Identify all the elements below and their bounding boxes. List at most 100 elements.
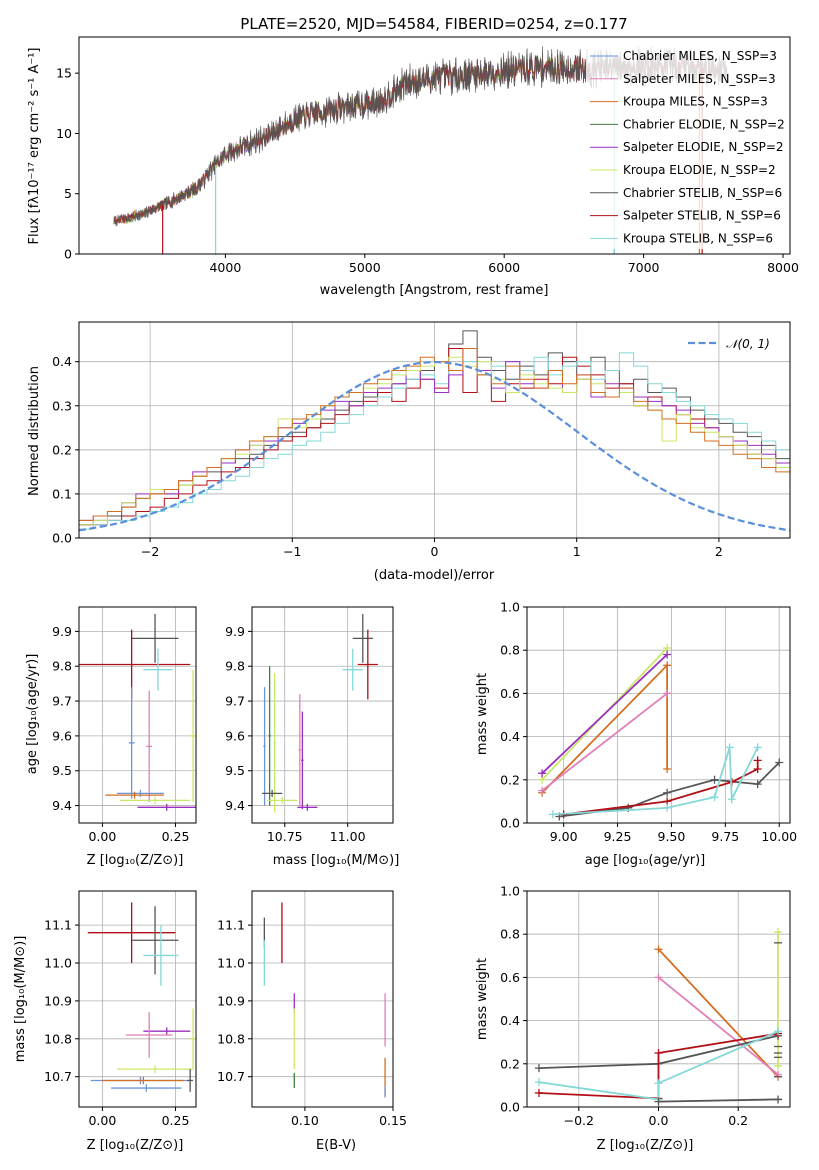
y-tick-label: 9.5 <box>52 763 72 778</box>
residuals-xlabel: (data-model)/error <box>374 568 495 583</box>
legend-entry-salpeter_elodie: Salpeter ELODIE, N_SSP=2 <box>623 140 784 154</box>
ageM-xlabel: mass [log₁₀(M/M⊙)] <box>273 853 400 868</box>
legend-entry-kroupa_miles: Kroupa MILES, N_SSP=3 <box>623 95 768 109</box>
y-tick-label: 10 <box>56 126 72 141</box>
y-tick-label: 1.0 <box>500 600 520 615</box>
weight-marker-chabrier_stelib <box>663 788 672 797</box>
spectrum-legend: Chabrier MILES, N_SSP=3 Salpeter MILES, N… <box>586 43 785 249</box>
age-vs-Z-panel: Z [log₁₀(Z/Z⊙)] age [log₁₀(age/yr)] 0.00… <box>25 606 197 868</box>
age-vs-mass-panel: mass [log₁₀(M/M⊙)] 10.75 11.00 9.4 9.5 9.6 9.… <box>225 606 400 868</box>
legend-entry-salpeter_miles: Salpeter MILES, N_SSP=3 <box>623 72 776 86</box>
weight-line-chabrier_stelib <box>658 1098 779 1103</box>
weight-marker-salpeter_stelib <box>534 1088 543 1097</box>
ageZ-ylabel: age [log₁₀(age/yr)] <box>25 654 40 775</box>
weight-line-chabrier_stelib <box>559 761 780 818</box>
y-tick-label: 11.0 <box>217 956 245 971</box>
y-tick-label: 10.9 <box>44 993 72 1008</box>
y-tick-label: 0.4 <box>500 1013 520 1028</box>
y-tick-label: 11.1 <box>44 918 72 933</box>
y-tick-label: 0.4 <box>500 729 520 744</box>
y-tick-label: 9.5 <box>225 763 245 778</box>
axes-frame <box>526 606 791 824</box>
weight-marker-salpeter_elodie <box>538 769 547 778</box>
errorbar-group <box>263 902 386 1098</box>
massZ-xlabel: Z [log₁₀(Z/Z⊙)] <box>87 1138 184 1153</box>
weight-vs-Z-panel: Z [log₁₀(Z/Z⊙)] mass weight −0.2 0.0 0.2 0.… <box>475 884 791 1153</box>
histogram-kroupa_miles <box>79 347 790 521</box>
x-tick-label: 0.00 <box>88 1113 116 1128</box>
y-tick-label: 0.1 <box>52 486 72 501</box>
weight-line-kroupa_miles <box>657 948 779 1078</box>
weight-marker-salpeter_miles <box>654 973 663 982</box>
x-tick-label: 9.50 <box>658 829 686 844</box>
wAge-xlabel: age [log₁₀(age/yr)] <box>585 853 706 868</box>
y-tick-label: 9.7 <box>52 694 72 709</box>
axes-frame <box>251 890 394 1108</box>
y-tick-label: 9.9 <box>225 624 245 639</box>
massZ-ylabel: mass [log₁₀(M/M⊙)] <box>13 936 28 1063</box>
x-tick-label: 6000 <box>488 260 520 275</box>
legend-entry-normal: 𝒩(0, 1) <box>726 337 770 351</box>
x-tick-label: 0.15 <box>379 1113 407 1128</box>
weight-marker-chabrier_stelib <box>710 775 719 784</box>
spectrum-ylabel: Flux [fλ10⁻¹⁷ erg cm⁻² s⁻¹ A⁻¹] <box>27 48 42 245</box>
x-tick-label: 11.00 <box>330 829 366 844</box>
y-tick-label: 0.2 <box>52 442 72 457</box>
x-tick-label: −2 <box>141 544 159 559</box>
weight-marker-chabrier_stelib <box>534 1064 543 1073</box>
errorbar-group <box>262 613 378 813</box>
errorbar-group <box>87 902 196 1092</box>
y-tick-label: 10.7 <box>217 1069 245 1084</box>
y-tick-label: 9.8 <box>52 659 72 674</box>
y-tick-label: 0.3 <box>52 398 72 413</box>
weight-marker-kroupa_stelib <box>725 743 734 752</box>
y-tick-label: 9.8 <box>225 659 245 674</box>
mass-vs-Z-panel: Z [log₁₀(Z/Z⊙)] mass [log₁₀(M/M⊙)] 0.00 0… <box>13 890 197 1153</box>
y-tick-label: 10.8 <box>217 1031 245 1046</box>
x-tick-label: 0 <box>431 544 439 559</box>
weight-line-kroupa_stelib <box>538 1030 779 1101</box>
weight-marker-salpeter_stelib <box>654 1049 663 1057</box>
y-tick-label: 0.0 <box>500 1100 520 1115</box>
legend-entry-chabrier_stelib: Chabrier STELIB, N_SSP=6 <box>623 186 782 200</box>
weight-marker-chabrier_stelib <box>753 780 762 789</box>
weight-marker-kroupa_stelib <box>710 793 719 802</box>
residuals-ylabel: Normed distribution <box>27 366 42 496</box>
legend-entry-chabrier_miles: Chabrier MILES, N_SSP=3 <box>623 49 777 63</box>
x-tick-label: 0.00 <box>88 829 116 844</box>
y-tick-label: 0.2 <box>500 772 520 787</box>
weight-lines-group <box>538 644 784 821</box>
x-tick-label: 0.25 <box>162 829 190 844</box>
weight-marker-kroupa_elodie <box>774 928 783 937</box>
y-tick-label: 5 <box>64 186 72 201</box>
weight-marker-kroupa_elodie <box>774 1061 783 1070</box>
y-tick-label: 0 <box>64 247 72 262</box>
legend-entry-kroupa_elodie: Kroupa ELODIE, N_SSP=2 <box>623 163 776 177</box>
weight-marker-kroupa_stelib <box>663 803 672 812</box>
weight-marker-kroupa_stelib <box>753 743 762 752</box>
x-tick-label: 5000 <box>349 260 381 275</box>
y-tick-label: 0.0 <box>52 531 72 546</box>
weight-marker-salpeter_stelib <box>753 756 762 765</box>
normal-curve <box>79 360 790 532</box>
weight-marker-kroupa_stelib <box>774 1027 783 1036</box>
y-tick-label: 0.2 <box>500 1056 520 1071</box>
mass-vs-EBV-panel: E(B-V) 0.10 0.15 10.7 10.8 10.9 11.0 11.1 <box>217 890 407 1153</box>
y-tick-label: 9.4 <box>225 798 245 813</box>
x-tick-label: 0.2 <box>728 1113 748 1128</box>
residuals-panel: (data-model)/error Normed distribution −… <box>27 321 791 583</box>
weight-marker-kroupa_stelib <box>654 1079 663 1088</box>
axes-frame <box>78 890 197 1108</box>
x-tick-label: 8000 <box>767 260 799 275</box>
y-tick-label: 9.4 <box>52 798 72 813</box>
y-tick-label: 0.4 <box>52 354 72 369</box>
x-tick-label: 9.25 <box>604 829 632 844</box>
weight-vs-age-panel: age [log₁₀(age/yr)] mass weight 9.00 9.25… <box>475 600 797 869</box>
wZ-xlabel: Z [log₁₀(Z/Z⊙)] <box>597 1138 694 1153</box>
x-tick-label: 10.75 <box>267 829 303 844</box>
y-tick-label: 9.6 <box>225 728 245 743</box>
y-tick-label: 0.8 <box>500 927 520 942</box>
x-tick-label: −1 <box>283 544 301 559</box>
ageZ-xlabel: Z [log₁₀(Z/Z⊙)] <box>87 853 184 868</box>
